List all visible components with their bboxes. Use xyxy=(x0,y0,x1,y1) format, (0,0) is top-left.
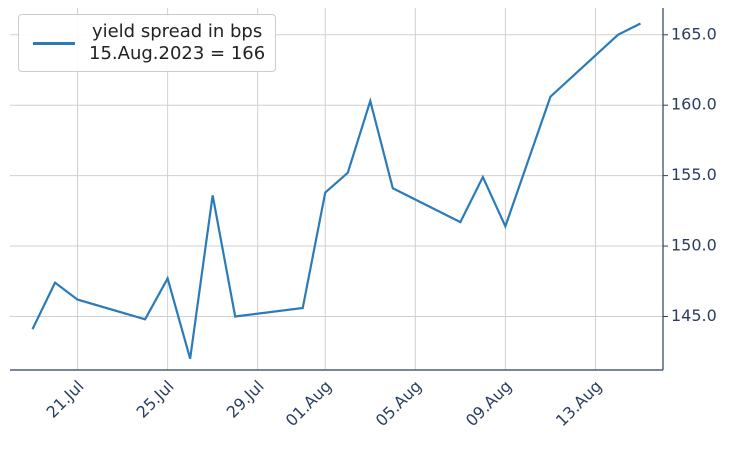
y-tick-label: 160.0 xyxy=(671,95,717,114)
y-tick-label: 150.0 xyxy=(671,236,717,255)
legend-label: yield spread in bps 15.Aug.2023 = 166 xyxy=(89,21,266,64)
y-tick-label: 165.0 xyxy=(671,24,717,43)
y-tick-label: 155.0 xyxy=(671,165,717,184)
legend: yield spread in bps 15.Aug.2023 = 166 xyxy=(18,14,277,72)
x-tick-label: 29.Jul xyxy=(223,377,268,422)
x-tick-label: 05.Aug xyxy=(372,377,426,431)
y-tick-label: 145.0 xyxy=(671,306,717,325)
x-tick-label: 01.Aug xyxy=(282,377,336,431)
legend-swatch xyxy=(33,42,75,45)
data-line xyxy=(31,22,641,360)
x-tick-label: 21.Jul xyxy=(42,377,87,422)
x-tick-label: 09.Aug xyxy=(462,377,516,431)
x-tick-label: 13.Aug xyxy=(552,377,606,431)
x-tick-label: 25.Jul xyxy=(133,377,178,422)
